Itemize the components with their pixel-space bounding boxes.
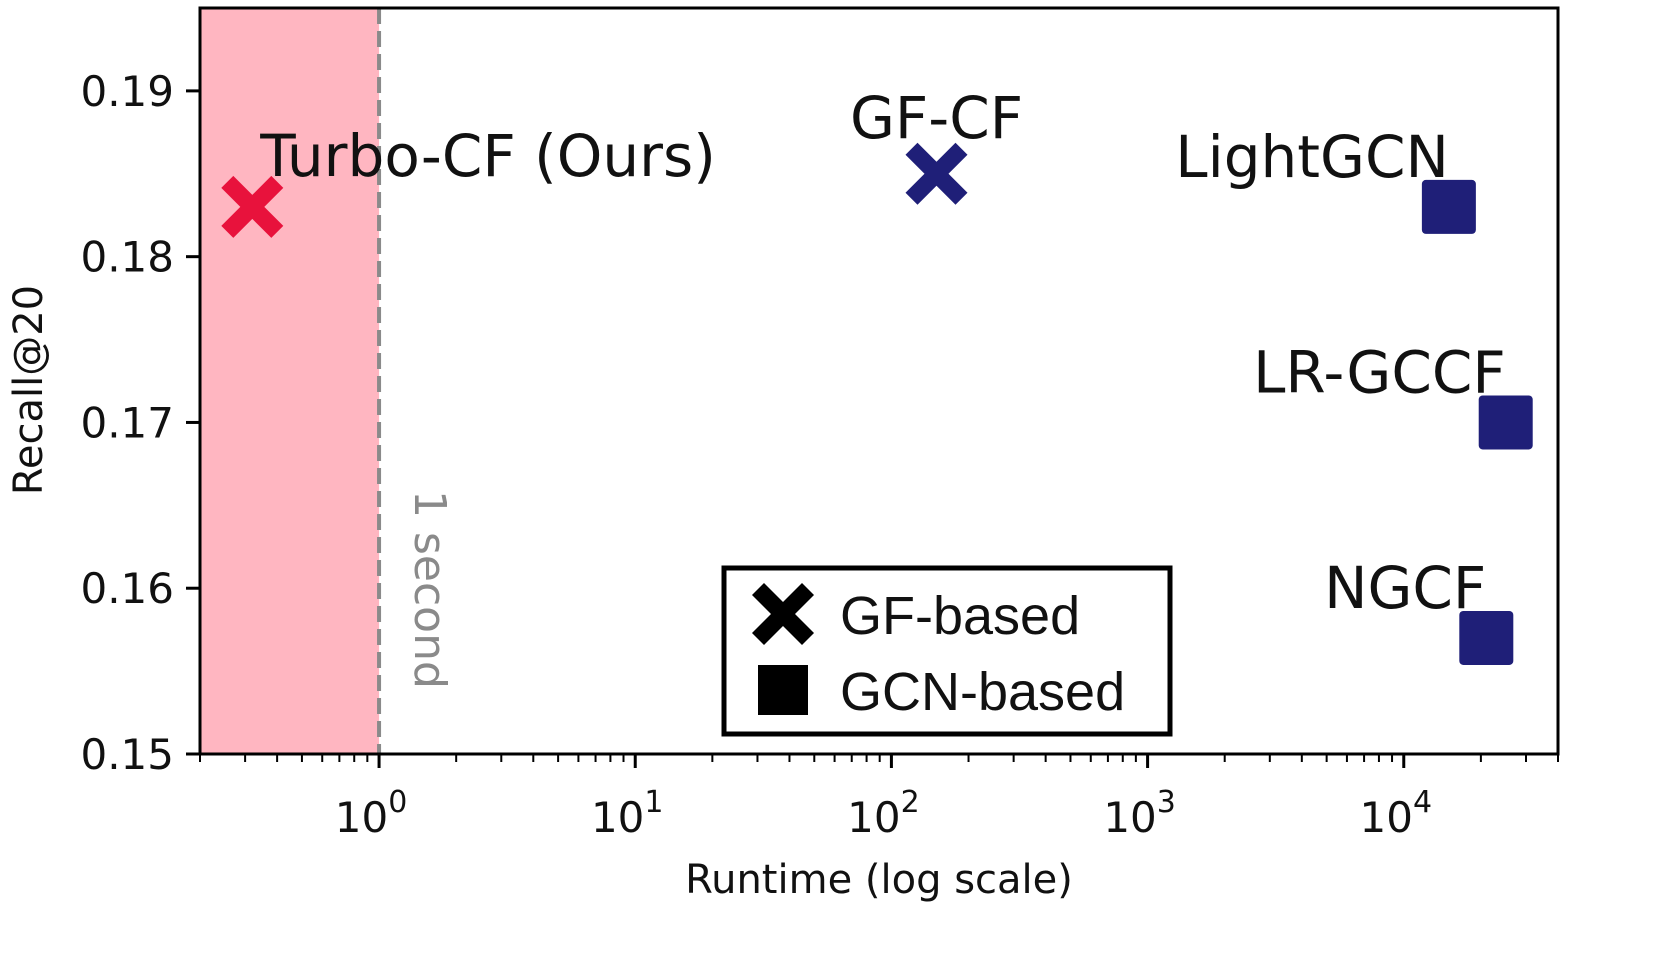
point-turbo-cf-ours [221, 175, 284, 238]
point-label-lightgcn: LightGCN [1175, 123, 1449, 191]
y-tick-label: 0.18 [80, 233, 174, 282]
x-tick-label-exponent: 2 [901, 785, 920, 820]
point-label-gf-cf: GF-CF [850, 84, 1023, 152]
x-tick-label-exponent: 1 [644, 785, 663, 820]
y-tick-label: 0.16 [80, 564, 174, 613]
point-lr-gccf [1478, 395, 1533, 450]
x-tick-label-base: 10 [591, 793, 644, 842]
x-tick-label-base: 10 [335, 793, 388, 842]
x-tick-label-base: 10 [1359, 793, 1412, 842]
sub-second-region [200, 8, 380, 754]
x-tick-label: 104 [1359, 785, 1432, 842]
legend-marker-gcn-based [758, 665, 808, 715]
x-tick-label: 100 [335, 785, 408, 842]
x-tick-label: 102 [847, 785, 920, 842]
point-lightgcn [1421, 179, 1476, 234]
legend-label-gcn-based: GCN-based [840, 662, 1125, 722]
x-tick-label-exponent: 3 [1157, 785, 1176, 820]
x-tick-label-exponent: 4 [1413, 785, 1432, 820]
y-tick-label: 0.17 [80, 398, 174, 447]
one-second-annotation: 1 second [404, 490, 455, 689]
x-tick-label-exponent: 0 [388, 785, 407, 820]
point-label-ngcf: NGCF [1324, 554, 1486, 622]
x-tick-label-base: 10 [1103, 793, 1156, 842]
y-axis-title: Recall@20 [6, 285, 52, 495]
point-label-lr-gccf: LR-GCCF [1253, 338, 1506, 406]
y-tick-label: 0.15 [80, 730, 174, 779]
y-tick-label: 0.19 [80, 67, 174, 116]
plot-frame [198, 6, 1560, 756]
legend-label-gf-based: GF-based [840, 586, 1080, 646]
legend-marker-gf-based [752, 583, 814, 645]
x-tick-label: 103 [1103, 785, 1176, 842]
point-ngcf [1459, 610, 1514, 665]
point-label-turbo-cf-ours: Turbo-CF (Ours) [259, 122, 716, 190]
x-tick-label-base: 10 [847, 793, 900, 842]
point-gf-cf [905, 142, 968, 205]
x-axis-title: Runtime (log scale) [685, 857, 1073, 903]
x-tick-label: 101 [591, 785, 664, 842]
